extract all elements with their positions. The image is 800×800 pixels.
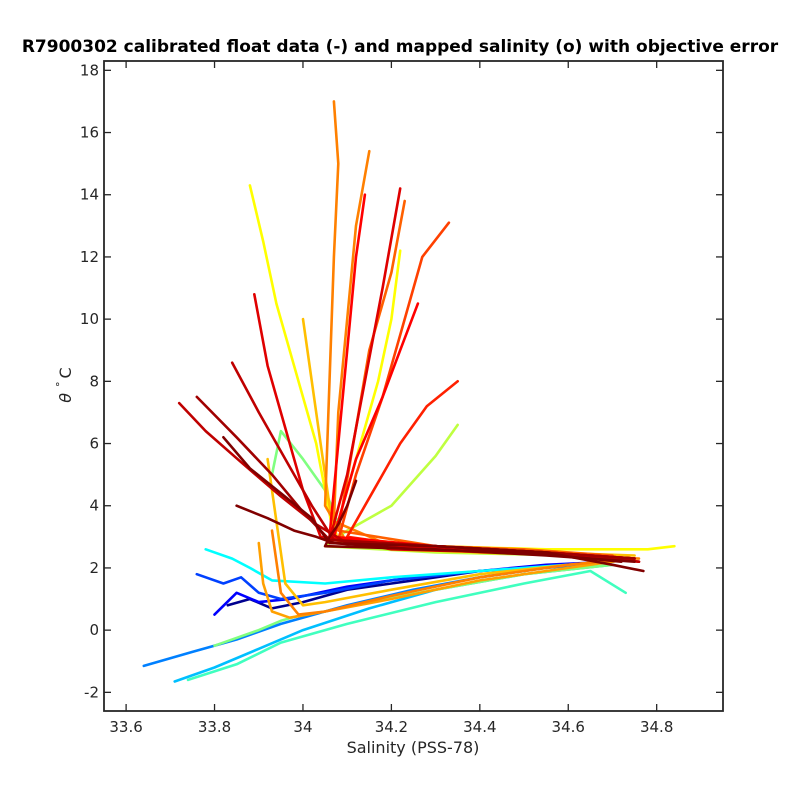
y-tick-label: 6 [89, 435, 99, 453]
x-tick-label: 34.2 [375, 718, 408, 736]
y-tick-label: 10 [80, 310, 99, 328]
y-tick-label: 14 [80, 186, 99, 204]
profile-line [235, 504, 623, 564]
profile-line [323, 479, 636, 564]
y-tick-label: 12 [80, 248, 99, 266]
x-axis-label: Salinity (PSS-78) [347, 738, 480, 757]
axis-ticks: 33.6 33.8 34 34.2 34.4 34.6 34.8 -2 0 2 4 6 8 10 12 14 1… [80, 61, 723, 736]
x-tick-label: 34.8 [640, 718, 673, 736]
y-tick-label: 8 [89, 372, 99, 390]
y-axis-label-degree: ° [54, 381, 67, 387]
profile-line [222, 435, 645, 573]
y-tick-label: 4 [89, 497, 99, 515]
profile-line [204, 547, 570, 585]
x-tick-label: 34.4 [463, 718, 496, 736]
y-tick-label: 18 [80, 61, 99, 79]
x-tick-label: 33.6 [109, 718, 142, 736]
x-tick-label: 34.6 [552, 718, 585, 736]
x-tick-label: 34 [293, 718, 312, 736]
y-axis-label-unit: C [56, 367, 75, 378]
y-tick-label: 0 [89, 621, 99, 639]
y-tick-label: 16 [80, 124, 99, 142]
chart-title: R7900302 calibrated float data (-) and m… [22, 37, 779, 57]
profile-line [186, 569, 628, 682]
profile-line [270, 529, 636, 616]
x-tick-label: 33.8 [198, 718, 231, 736]
y-axis-label: θ ° C [54, 367, 75, 402]
y-axis-label-symbol: θ [56, 393, 75, 403]
y-tick-label: -2 [84, 683, 99, 701]
y-tick-label: 2 [89, 559, 99, 577]
axes-frame [103, 60, 724, 712]
plot-area [142, 100, 676, 683]
